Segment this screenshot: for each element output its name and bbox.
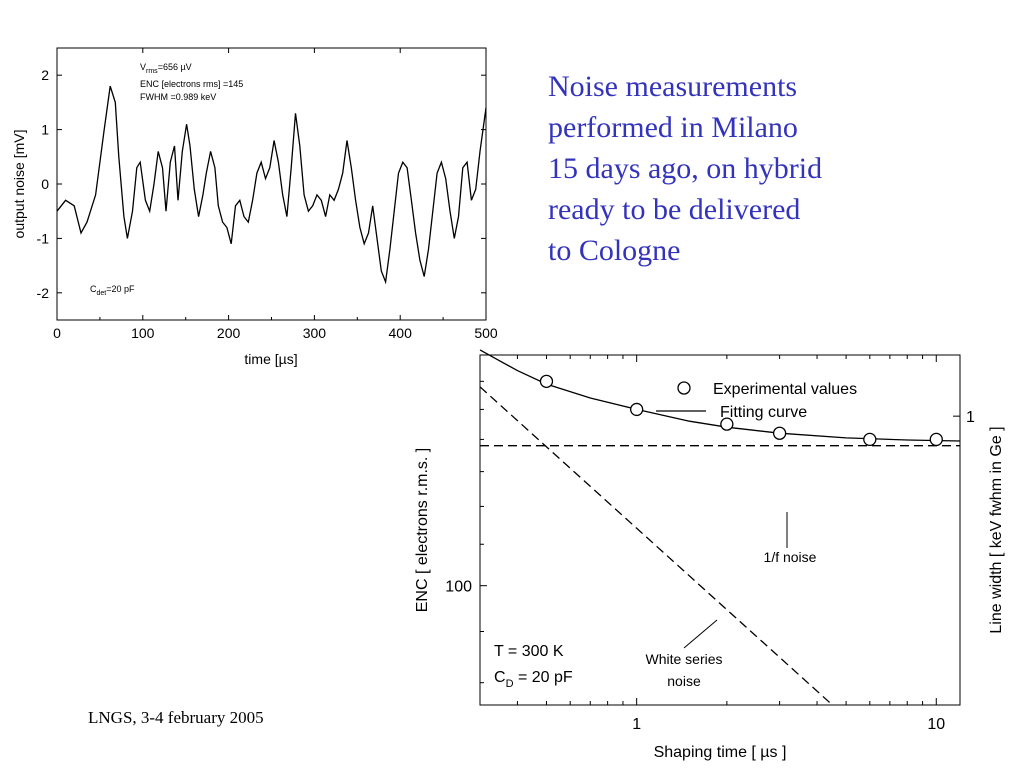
legend-marker-icon	[677, 381, 691, 395]
noise-trace	[56, 85, 487, 285]
data-point	[539, 374, 554, 389]
tick-marks	[480, 355, 960, 705]
title-line: 15 days ago, on hybrid	[548, 152, 823, 185]
data-point	[720, 417, 734, 431]
dashed-noise-line	[479, 386, 833, 706]
y-tick-label: -2	[37, 285, 50, 301]
y-tick-label: 1	[41, 122, 49, 138]
experimental-markers	[539, 374, 943, 447]
y-tick-label: -1	[37, 230, 50, 246]
title-line: to Cologne	[548, 234, 681, 267]
title-line: Noise measurements	[548, 70, 798, 103]
y-tick-label: 100	[445, 579, 472, 596]
temperature-label: T = 300 K	[494, 643, 564, 660]
y-tick-label: 0	[41, 176, 49, 192]
x-tick-label: 500	[474, 325, 498, 341]
data-point	[863, 432, 877, 447]
y2-tick-label: 1	[966, 409, 975, 426]
x-tick-label: 1	[632, 716, 641, 733]
slide-footer: LNGS, 3-4 february 2005	[88, 708, 264, 727]
plot-frame	[479, 354, 961, 706]
y2-axis-title: Line width [ keV fwhm in Ge ]	[988, 426, 1005, 633]
x-tick-label: 200	[217, 325, 241, 341]
white-noise-label-1: White series	[645, 651, 722, 667]
x-tick-label: 400	[389, 325, 413, 341]
cdet-annotation: Cdet=20 pF	[90, 284, 135, 297]
slide-title: Noise measurements performed in Milano 1…	[548, 66, 878, 271]
x-tick-label: 0	[53, 325, 61, 341]
x-tick-label: 300	[303, 325, 327, 341]
y-axis-title: output noise [mV]	[11, 130, 27, 239]
vrms-annotation: Vrms=656 µV	[140, 62, 192, 75]
x-tick-label: 100	[131, 325, 155, 341]
y-tick-label: 2	[41, 67, 49, 83]
capacitance-label: CD = 20 pF	[494, 669, 573, 690]
enc-annotation: ENC [electrons rms] =145	[140, 79, 243, 89]
data-point	[772, 426, 787, 440]
x-axis-title: time [µs]	[244, 351, 297, 367]
white-noise-pointer	[683, 619, 718, 649]
fwhm-annotation: FWHM =0.989 keV	[140, 92, 216, 102]
legend-line-label: Fitting curve	[720, 404, 807, 421]
data-point	[929, 432, 943, 447]
x-tick-label: 10	[927, 716, 945, 733]
tick-marks	[56, 48, 487, 320]
title-line: ready to be delivered	[548, 193, 801, 226]
noise-line	[56, 85, 487, 285]
one-over-f-label: 1/f noise	[764, 549, 817, 565]
white-noise-label-2: noise	[667, 673, 701, 689]
x-axis-title: Shaping time [ µs ]	[654, 744, 787, 761]
title-line: performed in Milano	[548, 111, 798, 144]
y-axis-title: ENC [ electrons r.m.s. ]	[414, 448, 431, 612]
legend-markers-label: Experimental values	[713, 381, 857, 398]
data-point	[630, 402, 644, 417]
